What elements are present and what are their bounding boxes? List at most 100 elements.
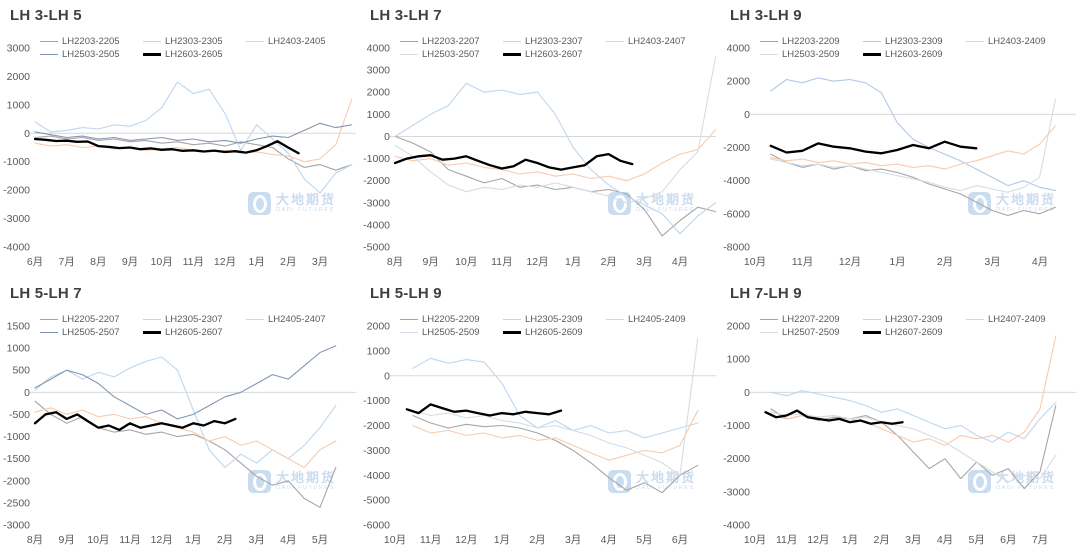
watermark: 大地期货 DADI FUTURES — [968, 192, 1056, 215]
legend-item: LH2403-2405 — [246, 35, 349, 48]
x-axis-tick-label: 1月 — [185, 534, 201, 546]
y-axis-tick-label: -1000 — [3, 431, 30, 443]
legend-item: LH2405-2409 — [606, 313, 709, 326]
y-axis-tick-label: 2000 — [367, 87, 391, 99]
chart-panel-lh3-lh7: LH 3-LH 7 LH2203-2207 LH2303-2307 LH2403-2… — [360, 0, 720, 278]
x-axis-tick-label: 7月 — [58, 256, 74, 268]
chart-legend: LH2203-2207 LH2303-2307 LH2403-2407 LH2503-… — [400, 35, 712, 61]
watermark-en-text: DADI FUTURES — [636, 207, 695, 213]
x-axis-tick-label: 9月 — [422, 256, 438, 268]
x-axis-tick-label: 2月 — [873, 534, 889, 546]
dadi-futures-logo-icon — [248, 192, 271, 215]
chart-plot: 2000 1000 0 -1000 -2000 -3000 -4000 -5000 -6000 1… — [363, 321, 716, 546]
legend-label: LH2203-2207 — [422, 36, 480, 47]
legend-line-swatch — [143, 331, 161, 334]
watermark-en-text: DADI FUTURES — [276, 485, 335, 491]
chart-legend: LH2205-2209 LH2305-2309 LH2405-2409 LH2505-… — [400, 313, 712, 339]
series-line-LH2203-2209 — [770, 153, 1056, 217]
y-axis-tick-label: 0 — [24, 128, 30, 140]
legend-line-swatch — [503, 318, 521, 321]
series-line-LH2303-2309 — [770, 77, 1056, 192]
y-axis-tick-label: 3000 — [7, 43, 31, 55]
legend-item: LH2307-2309 — [863, 313, 966, 326]
legend-item: LH2603-2605 — [143, 48, 246, 61]
series-line-LH2405-2409 — [412, 410, 699, 461]
y-axis-tick-label: 1000 — [367, 109, 391, 121]
legend-item: LH2205-2209 — [400, 313, 503, 326]
x-axis-tick-label: 10月 — [151, 256, 173, 268]
x-axis-tick-label: 4月 — [280, 534, 296, 546]
x-axis-tick-label: 4月 — [1032, 256, 1048, 268]
x-axis-tick-label: 3月 — [312, 256, 328, 268]
chart-title: LH 3-LH 7 — [370, 7, 442, 24]
x-axis-tick-label: 7月 — [1032, 534, 1048, 546]
logo-ring-shape — [972, 194, 987, 213]
legend-line-swatch — [400, 40, 418, 43]
legend-line-swatch — [760, 40, 778, 43]
legend-line-swatch — [606, 40, 624, 43]
legend-line-swatch — [863, 53, 881, 56]
legend-item: LH2207-2209 — [760, 313, 863, 326]
series-line-LH2307-2309 — [770, 390, 1057, 443]
x-axis-tick-label: 2月 — [529, 534, 545, 546]
legend-line-swatch — [503, 40, 521, 43]
x-axis-tick-label: 11月 — [183, 256, 204, 268]
y-axis-tick-label: -500 — [9, 409, 30, 421]
series-line-LH2605-2609 — [405, 403, 563, 417]
legend-item: LH2303-2307 — [503, 35, 606, 48]
series-line-LH2507-2509 — [770, 411, 1057, 483]
legend-item: LH2603-2607 — [503, 48, 606, 61]
series-line-LH2505-2509 — [412, 337, 699, 476]
legend-label: LH2503-2509 — [782, 49, 840, 60]
legend-line-swatch — [503, 53, 521, 56]
legend-line-swatch — [760, 53, 778, 56]
series-line-LH2603-2605 — [33, 137, 300, 155]
y-axis-tick-label: -1000 — [363, 395, 390, 407]
legend-item: LH2305-2307 — [143, 313, 246, 326]
y-axis-tick-label: 0 — [384, 131, 390, 143]
watermark-en-text: DADI FUTURES — [276, 207, 335, 213]
legend-item: LH2405-2407 — [246, 313, 349, 326]
legend-line-swatch — [606, 318, 624, 321]
y-axis-tick-label: -1000 — [3, 156, 30, 168]
x-axis-tick-label: 2月 — [937, 256, 953, 268]
x-axis-tick-label: 4月 — [937, 534, 953, 546]
y-axis-tick-label: -6000 — [723, 208, 750, 220]
chart-legend: LH2207-2209 LH2307-2309 LH2407-2409 LH2507-… — [760, 313, 1072, 339]
x-axis-tick-label: 1月 — [842, 534, 858, 546]
y-axis-tick-label: -5000 — [363, 495, 390, 507]
y-axis-tick-label: -1000 — [723, 420, 750, 432]
legend-item: LH2403-2409 — [966, 35, 1069, 48]
legend-line-swatch — [143, 53, 161, 56]
legend-label: LH2407-2409 — [988, 314, 1046, 325]
chart-legend: LH2203-2205 LH2303-2305 LH2403-2405 LH2503-… — [40, 35, 352, 61]
legend-line-swatch — [760, 318, 778, 321]
legend-label: LH2205-2209 — [422, 314, 480, 325]
y-axis-tick-label: -4000 — [3, 242, 30, 254]
x-axis-tick-label: 8月 — [90, 256, 106, 268]
x-axis-tick-label: 3月 — [636, 256, 652, 268]
watermark-en-text: DADI FUTURES — [636, 485, 695, 491]
y-axis-tick-label: -5000 — [363, 242, 390, 254]
legend-label: LH2405-2407 — [268, 314, 326, 325]
chart-title: LH 7-LH 9 — [730, 285, 802, 302]
legend-item: LH2503-2509 — [760, 48, 863, 61]
series-line-LH2303-2305 — [34, 81, 353, 194]
y-axis-tick-label: -3000 — [3, 213, 30, 225]
x-axis-tick-label: 12月 — [807, 534, 829, 546]
legend-label: LH2503-2507 — [422, 49, 480, 60]
legend-line-swatch — [400, 331, 418, 334]
x-axis-tick-label: 2月 — [217, 534, 233, 546]
chart-title: LH 3-LH 5 — [10, 7, 82, 24]
watermark-cn-text: 大地期货 — [276, 470, 337, 485]
x-axis-tick-label: 9月 — [122, 256, 138, 268]
series-line-LH2503-2509 — [770, 98, 1056, 193]
legend-label: LH2303-2309 — [885, 36, 943, 47]
y-axis-tick-label: 4000 — [367, 43, 391, 55]
series-line-LH2403-2407 — [394, 129, 717, 182]
y-axis-tick-label: 0 — [744, 387, 750, 399]
y-axis-tick-label: 1500 — [7, 321, 31, 333]
chart-panel-lh5-lh7: LH 5-LH 7 LH2205-2207 LH2305-2307 LH2405-2… — [0, 278, 360, 556]
legend-item: LH2507-2509 — [760, 326, 863, 339]
legend-label: LH2403-2407 — [628, 36, 686, 47]
